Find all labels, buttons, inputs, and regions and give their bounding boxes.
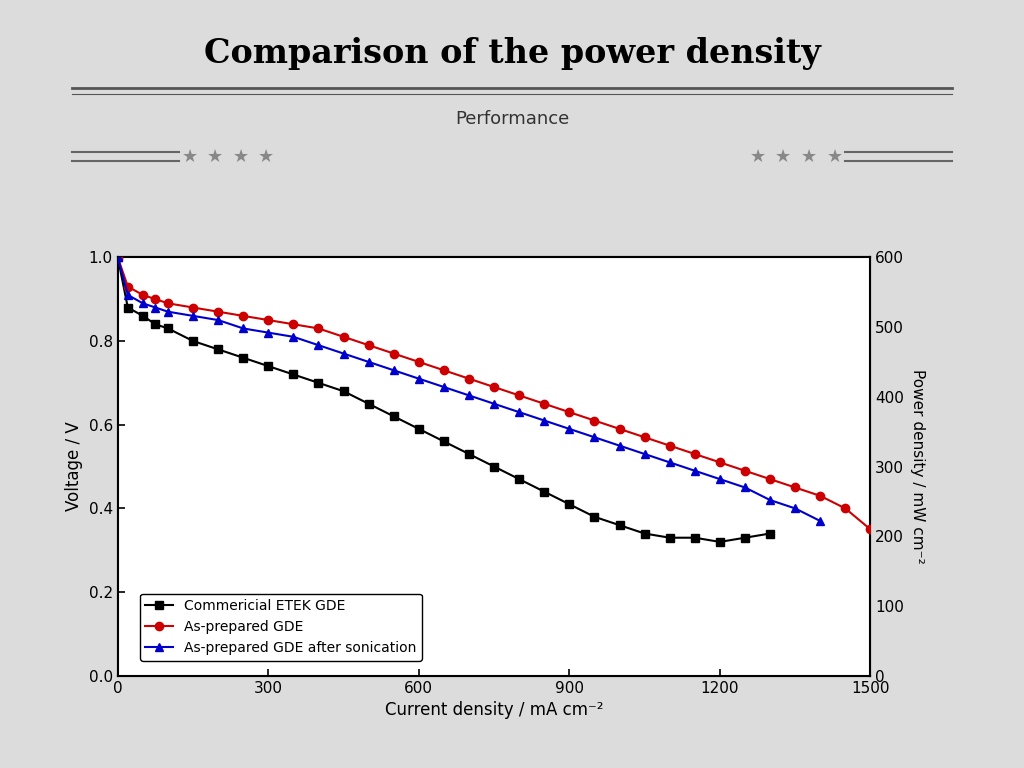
Text: ★: ★ [775,147,792,166]
Legend: Commericial ETEK GDE, As-prepared GDE, As-prepared GDE after sonication: Commericial ETEK GDE, As-prepared GDE, A… [139,594,422,660]
Y-axis label: Voltage / V: Voltage / V [66,422,83,511]
Text: ★: ★ [801,147,817,166]
Text: Performance: Performance [455,110,569,128]
Text: ★: ★ [750,147,766,166]
Y-axis label: Power density / mW cm⁻²: Power density / mW cm⁻² [910,369,925,564]
Text: Comparison of the power density: Comparison of the power density [204,38,820,70]
X-axis label: Current density / mA cm⁻²: Current density / mA cm⁻² [385,701,603,720]
Text: ★: ★ [181,147,198,166]
Text: ★: ★ [258,147,274,166]
Text: ★: ★ [207,147,223,166]
Text: ★: ★ [232,147,249,166]
Text: ★: ★ [826,147,843,166]
